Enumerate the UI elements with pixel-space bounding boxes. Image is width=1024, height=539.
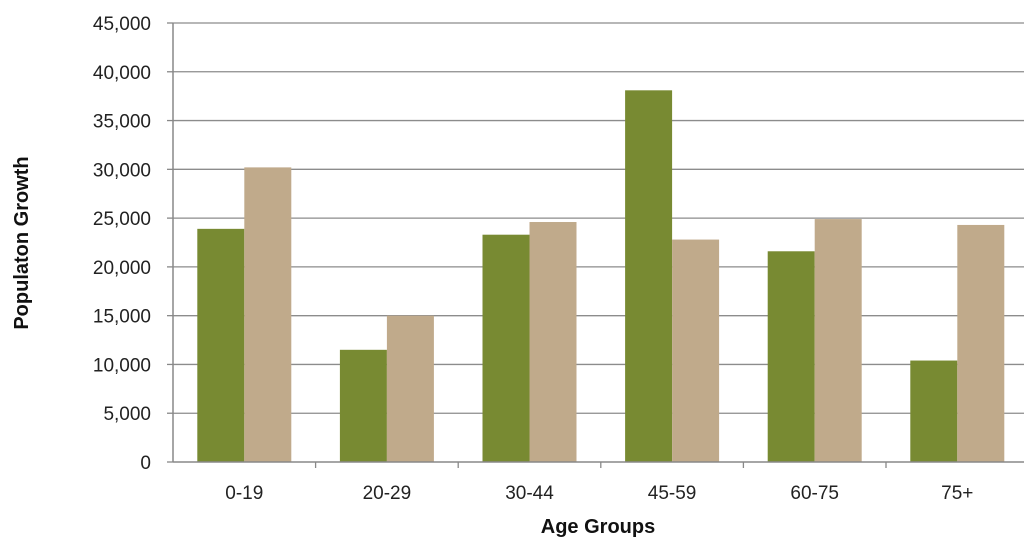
gridlines bbox=[173, 22, 1024, 414]
y-axis-ticks: 0 5,000 10,000 15,000 20,000 25,000 30,000 35,0… bbox=[93, 14, 173, 474]
bar bbox=[197, 228, 245, 462]
x-tick-label: 20-29 bbox=[363, 483, 412, 504]
y-tick-label: 10,000 bbox=[93, 355, 151, 376]
x-tick-label: 0-19 bbox=[225, 483, 263, 504]
x-tick-label: 30-44 bbox=[505, 483, 554, 504]
bar bbox=[910, 360, 958, 462]
x-tick-label: 45-59 bbox=[648, 483, 697, 504]
x-axis-ticks: 0-19 20-29 30-44 45-59 60-75 75+ bbox=[225, 462, 973, 504]
y-axis-title: Populaton Growth bbox=[11, 156, 33, 329]
bar bbox=[814, 219, 862, 462]
x-axis-title: Age Groups bbox=[541, 516, 655, 538]
y-tick-label: 40,000 bbox=[93, 63, 151, 84]
bar bbox=[339, 349, 387, 462]
y-tick-label: 0 bbox=[140, 453, 151, 474]
bar bbox=[672, 239, 720, 462]
y-tick-label: 25,000 bbox=[93, 209, 151, 230]
bar bbox=[957, 224, 1005, 462]
y-tick-label: 30,000 bbox=[93, 160, 151, 181]
bar bbox=[529, 222, 577, 462]
bar bbox=[482, 234, 530, 462]
y-tick-label: 35,000 bbox=[93, 112, 151, 133]
y-tick-label: 15,000 bbox=[93, 307, 151, 328]
bar bbox=[625, 90, 673, 463]
bar bbox=[386, 315, 434, 462]
y-tick-label: 45,000 bbox=[93, 14, 151, 35]
y-tick-label: 20,000 bbox=[93, 258, 151, 279]
bars bbox=[197, 90, 1005, 463]
x-tick-label: 75+ bbox=[941, 483, 973, 504]
bar bbox=[244, 167, 292, 463]
x-tick-label: 60-75 bbox=[790, 483, 839, 504]
bar bbox=[767, 251, 815, 462]
y-tick-label: 5,000 bbox=[103, 404, 151, 425]
